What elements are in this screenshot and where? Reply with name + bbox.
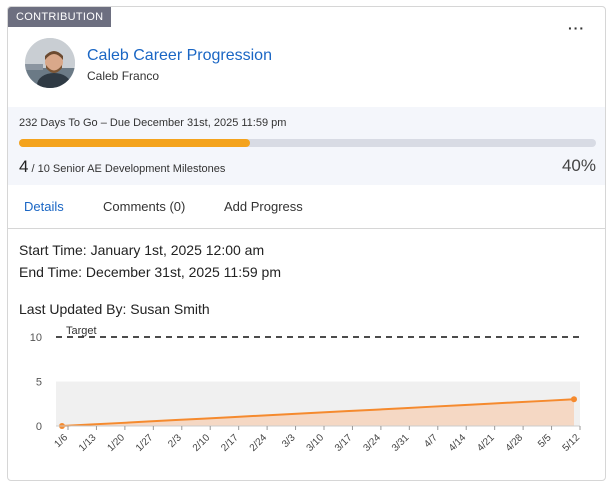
series-area xyxy=(62,399,574,426)
x-tick-label: 2/17 xyxy=(219,432,241,454)
x-tick-label: 1/13 xyxy=(77,432,99,454)
end-time: End Time: December 31st, 2025 11:59 pm xyxy=(19,264,281,280)
progress-chart: 0 5 10 Target 1/6 1/13 1/20 1/27 2/3 2/10 2/17 2/24… xyxy=(8,319,605,480)
x-tick-label: 4/7 xyxy=(422,432,440,450)
x-tick-label: 5/12 xyxy=(561,432,583,454)
contribution-card: CONTRIBUTION ··· Caleb Career Progressio… xyxy=(7,6,606,481)
progress-bar xyxy=(19,139,596,147)
start-time: Start Time: January 1st, 2025 12:00 am xyxy=(19,242,265,258)
last-updated-by: Last Updated By: Susan Smith xyxy=(19,301,210,317)
x-tick-label: 2/24 xyxy=(248,432,270,454)
tab-comments[interactable]: Comments (0) xyxy=(103,199,186,214)
tab-details[interactable]: Details xyxy=(24,199,64,214)
owner-name: Caleb Franco xyxy=(87,69,160,83)
tab-add-progress[interactable]: Add Progress xyxy=(224,199,303,214)
milestone-current: 4 xyxy=(19,157,29,176)
x-tick-label: 4/21 xyxy=(475,432,497,454)
x-tick-label: 4/28 xyxy=(504,432,526,454)
x-tick-label: 2/10 xyxy=(191,432,213,454)
x-tick-label: 3/24 xyxy=(361,432,383,454)
tab-bar: Details Comments (0) Add Progress xyxy=(8,185,605,229)
x-tick-label: 4/14 xyxy=(447,432,469,454)
progress-percent: 40% xyxy=(561,156,596,175)
target-label: Target xyxy=(66,325,97,337)
x-tick-label: 3/31 xyxy=(390,432,412,454)
progress-bar-fill xyxy=(19,139,250,147)
x-tick-label: 1/27 xyxy=(134,432,156,454)
milestone-total: / 10 Senior AE Development Milestones xyxy=(31,163,226,175)
series-line xyxy=(61,398,575,427)
contribution-title-link[interactable]: Caleb Career Progression xyxy=(87,47,272,64)
due-date-text: 232 Days To Go – Due December 31st, 2025… xyxy=(19,117,287,129)
contribution-badge: CONTRIBUTION xyxy=(8,7,112,27)
progress-panel: 232 Days To Go – Due December 31st, 2025… xyxy=(8,107,605,185)
milestone-count: 4 / 10 Senior AE Development Milestones xyxy=(19,157,225,177)
y-tick-label: 5 xyxy=(36,377,42,389)
y-tick-label: 10 xyxy=(30,332,42,344)
y-tick-label: 0 xyxy=(36,421,42,433)
x-tick-label: 3/17 xyxy=(333,432,355,454)
x-tick-label: 3/3 xyxy=(280,432,298,450)
x-tick-label: 5/5 xyxy=(536,432,554,450)
x-tick-label: 2/3 xyxy=(166,432,184,450)
x-tick-label: 1/6 xyxy=(53,432,71,450)
x-tick-label: 1/20 xyxy=(105,432,127,454)
x-tick-label: 3/10 xyxy=(305,432,327,454)
avatar xyxy=(25,38,75,88)
series-point-end xyxy=(571,396,577,403)
more-horizontal-icon[interactable]: ··· xyxy=(568,20,585,36)
